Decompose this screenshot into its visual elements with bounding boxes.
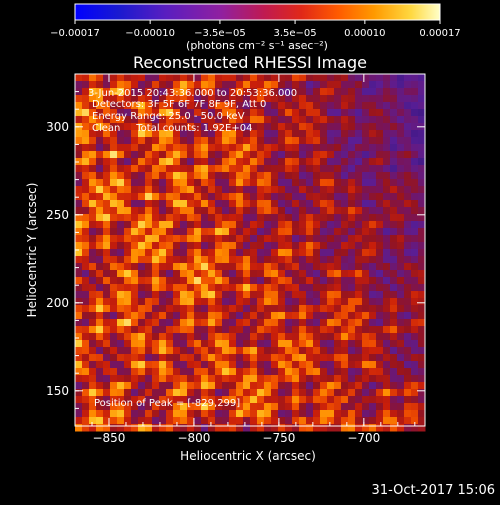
- annotation-time-range: 3-Jun-2015 20:43:36.000 to 20:53:36.000: [88, 88, 297, 99]
- colorbar-tick-label: −3.5e−05: [194, 28, 246, 39]
- annotation-energy-range: Energy Range: 25.0 - 50.0 keV: [92, 111, 245, 122]
- colorbar: −0.00017 −0.00010 −3.5e−05 3.5e−05 0.00010 0.…: [50, 3, 461, 52]
- x-axis: −850 −800 −750 −700: [91, 74, 416, 445]
- y-tick-label: 150: [46, 384, 69, 398]
- plot-area: [74, 73, 426, 432]
- colorbar-gradient: [74, 3, 441, 21]
- heatmap-cells: [75, 74, 426, 432]
- colorbar-tick-label: 0.00017: [419, 28, 460, 39]
- annotation-clean-counts: Clean Total counts: 1.92E+04: [92, 123, 252, 134]
- y-axis: 150 200 250 300: [46, 91, 425, 409]
- y-axis-label: Heliocentric Y (arcsec): [25, 183, 39, 318]
- date-stamp: 31-Oct-2017 15:06: [372, 483, 495, 498]
- x-tick-label: −850: [92, 431, 125, 445]
- x-axis-label: Heliocentric X (arcsec): [180, 449, 316, 463]
- annotation-detectors: Detectors: 3F 5F 6F 7F 8F 9F, Att 0: [92, 99, 266, 110]
- annotation-block: 3-Jun-2015 20:43:36.000 to 20:53:36.000 …: [88, 88, 297, 409]
- colorbar-tick-label: 3.5e−05: [273, 28, 316, 39]
- x-tick-label: −700: [347, 431, 380, 445]
- annotation-peak-position: Position of Peak = [-829,299]: [94, 398, 240, 409]
- y-tick-label: 200: [46, 296, 69, 310]
- x-tick-label: −750: [262, 431, 295, 445]
- x-tick-label: −800: [177, 431, 210, 445]
- y-tick-label: 300: [46, 120, 69, 134]
- colorbar-tick-label: 0.00010: [344, 28, 385, 39]
- colorbar-tick-label: −0.00017: [50, 28, 100, 39]
- y-tick-label: 250: [46, 208, 69, 222]
- colorbar-unit-label: (photons cm⁻² s⁻¹ asec⁻²): [186, 39, 328, 52]
- chart-title: Reconstructed RHESSI Image: [133, 53, 367, 72]
- colorbar-tick-label: −0.00010: [125, 28, 175, 39]
